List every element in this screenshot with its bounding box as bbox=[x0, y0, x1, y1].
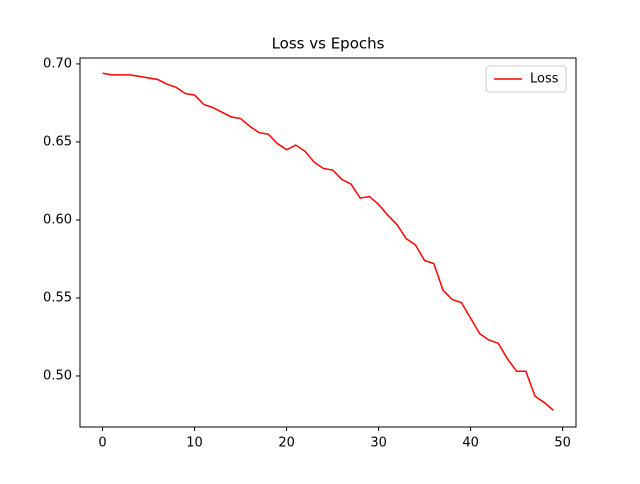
legend-label: Loss bbox=[530, 72, 559, 87]
x-tick-label: 10 bbox=[186, 436, 203, 451]
chart-title: Loss vs Epochs bbox=[272, 35, 385, 53]
y-tick-label: 0.60 bbox=[43, 212, 72, 227]
x-tick-label: 20 bbox=[278, 436, 295, 451]
plot-frame bbox=[79, 57, 577, 428]
x-tick-label: 30 bbox=[370, 436, 387, 451]
x-tick-label: 0 bbox=[98, 436, 106, 451]
y-tick-label: 0.50 bbox=[43, 368, 72, 383]
legend-box bbox=[485, 65, 567, 93]
x-tick-label: 50 bbox=[554, 436, 571, 451]
line bbox=[102, 72, 554, 411]
x-tick-label: 40 bbox=[462, 436, 479, 451]
y-tick-label: 0.65 bbox=[43, 134, 72, 149]
y-tick-label: 0.55 bbox=[43, 290, 72, 305]
y-tick-label: 0.70 bbox=[43, 56, 72, 71]
